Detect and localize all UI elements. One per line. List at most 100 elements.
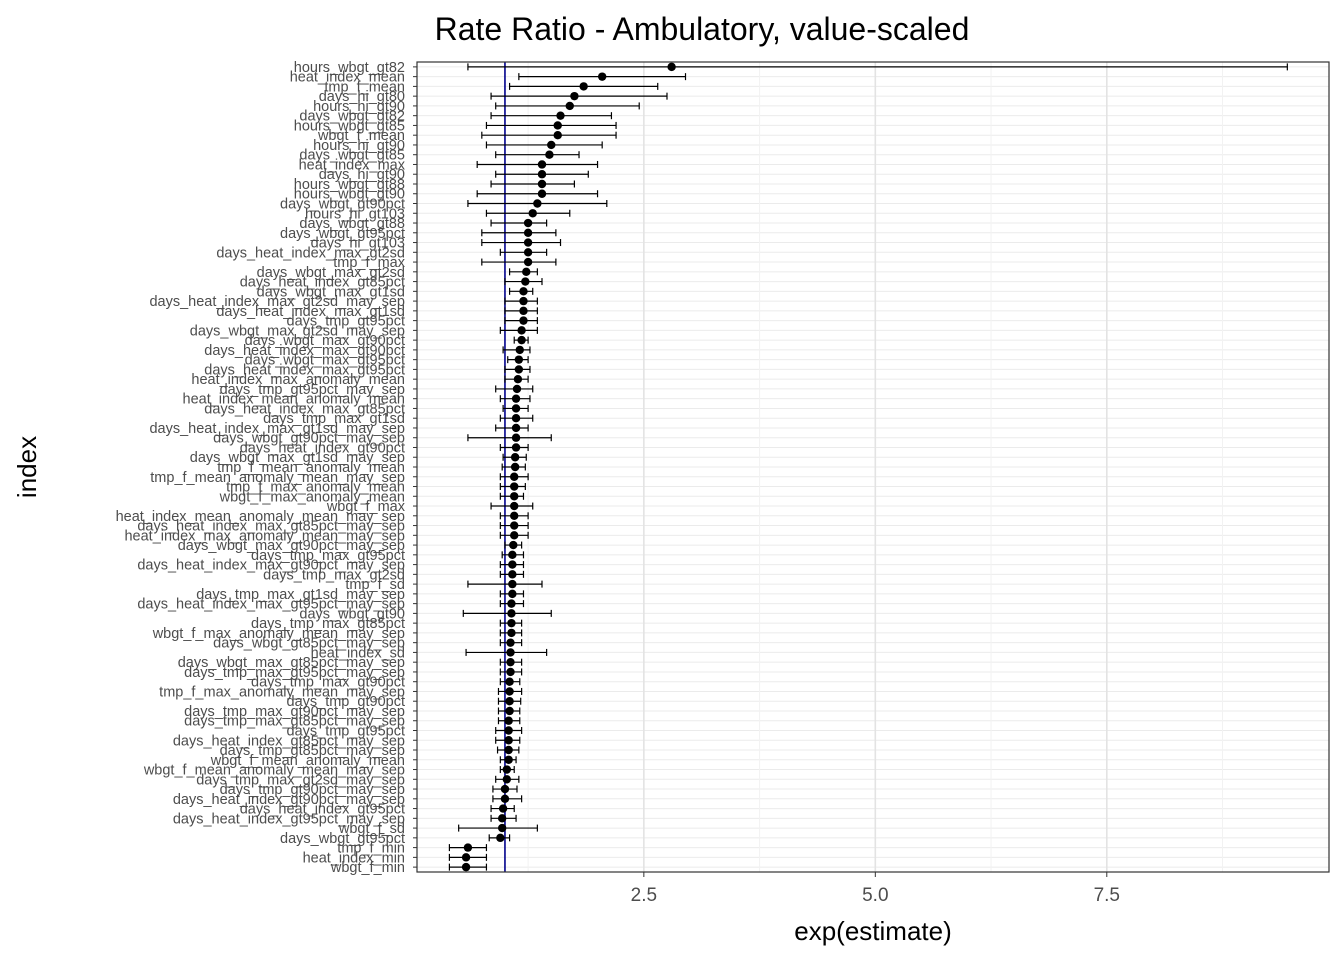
estimate-point	[523, 248, 533, 257]
estimate-point	[497, 823, 507, 833]
estimate-point	[507, 618, 516, 628]
estimate-point	[506, 657, 515, 667]
x-axis-title: exp(estimate)	[794, 916, 952, 946]
y-axis-ticks: hours_wbgt_gt82heat_index_meantmp_f_mean…	[116, 60, 417, 876]
estimate-point	[505, 697, 514, 706]
estimate-point	[547, 140, 556, 150]
y-tick-label: hours_wbgt_gt90	[294, 187, 405, 203]
estimate-points	[461, 62, 676, 872]
estimate-point	[511, 433, 521, 442]
y-tick-label: days_wbgt_max_gt2sd	[257, 265, 405, 281]
y-tick-label: days_wbgt_gt88	[299, 216, 405, 232]
estimate-point	[502, 765, 512, 774]
error-bar	[490, 219, 548, 227]
estimate-point	[510, 482, 519, 491]
y-tick-label: days_tmp_max_gt90pct	[251, 675, 405, 691]
y-tick-label: heat_index_mean	[290, 70, 405, 86]
y-tick-label: wbgt_f_max_anomaly_mean_may_sep	[152, 626, 405, 642]
y-tick-label: tmp_f_max_anomaly_mean	[226, 480, 405, 496]
y-tick-label: hours_hi_gt103	[305, 206, 405, 222]
error-bar	[495, 151, 580, 159]
y-tick-label: days_wbgt_gt95pct	[280, 226, 405, 242]
y-tick-label: tmp_f_mean	[324, 79, 405, 95]
error-bar	[481, 229, 557, 237]
estimate-point	[556, 111, 565, 120]
y-tick-label: days_wbgt_max_gt90pct	[245, 333, 405, 349]
error-bar	[485, 141, 603, 149]
estimate-point	[553, 121, 562, 130]
y-tick-label: days_tmp_max_gt85pct	[251, 616, 405, 632]
y-tick-label: days_tmp_max_gt1sd_may_sep	[196, 587, 405, 603]
error-bar	[476, 190, 599, 198]
y-tick-label: days_tmp_gt85pct_may_sep	[220, 743, 405, 759]
estimate-point	[519, 287, 528, 296]
estimate-point	[509, 540, 518, 550]
y-tick-label: days_heat_index_max_gt85pct_may_sep	[137, 519, 405, 535]
estimate-point	[511, 423, 521, 433]
estimate-point	[511, 414, 521, 423]
y-tick-label: heat_index_mean_anomaly_mean	[183, 392, 406, 408]
y-tick-label: days_wbgt_gt85pct_may_sep	[213, 636, 405, 652]
estimate-point	[498, 804, 508, 813]
estimate-point	[506, 648, 515, 657]
y-tick-label: days_wbgt_gt90pct	[280, 197, 405, 213]
y-tick-label: heat_index_max_anomaly_mean	[191, 372, 405, 388]
y-tick-label: wbgt_f_min	[330, 860, 405, 876]
estimate-point	[533, 199, 542, 208]
y-tick-label: days_tmp_gt90pct_may_sep	[220, 782, 405, 798]
estimate-point	[497, 814, 507, 823]
y-tick-label: days_heat_index_gt95pct	[240, 802, 405, 818]
y-tick-label: days_tmp_max_gt2sd	[263, 567, 405, 583]
estimate-point	[519, 306, 528, 316]
y-tick-label: days_tmp_max_gt90pct_may_sep	[184, 704, 405, 720]
y-tick-label: days_heat_index_max_gt2sd	[216, 245, 405, 261]
error-bar	[499, 248, 548, 256]
estimate-point	[511, 443, 521, 452]
estimate-point	[597, 72, 607, 81]
y-tick-label: days_heat_index_max_gt90pct	[204, 343, 405, 359]
y-tick-label: days_heat_index_max_gt85pct	[204, 401, 405, 417]
estimate-point	[537, 189, 547, 198]
y-tick-label: days_hi_gt80	[319, 89, 405, 105]
y-tick-label: days_tmp_gt90pct	[287, 694, 406, 710]
y-tick-label: heat_index_min	[303, 850, 405, 866]
y-axis-title: index	[12, 436, 42, 498]
estimate-point	[508, 550, 517, 560]
estimate-point	[507, 609, 516, 618]
estimate-point	[521, 277, 530, 286]
y-tick-label: tmp_f_max_anomaly_mean_may_sep	[159, 684, 405, 700]
estimate-point	[505, 706, 514, 716]
y-tick-label: hours_wbgt_gt88	[294, 177, 405, 193]
x-tick-label: 5.0	[862, 885, 888, 906]
error-bar	[490, 92, 668, 100]
y-tick-label: heat_index_max_anomaly_mean_may_sep	[124, 528, 405, 544]
y-tick-label: heat_index_sd	[311, 645, 405, 661]
y-tick-label: wbgt_f_mean_anomaly_mean	[210, 753, 405, 769]
y-tick-label: hours_wbgt_gt82	[294, 60, 405, 76]
estimate-point	[667, 62, 676, 72]
error-bar	[490, 180, 576, 188]
y-tick-label: hours_hi_gt90	[313, 99, 405, 115]
estimate-point	[523, 257, 533, 267]
x-tick-label: 7.5	[1094, 885, 1120, 906]
estimate-point	[512, 384, 522, 394]
y-tick-label: days_tmp_max_gt2sd_may_sep	[196, 772, 405, 788]
y-tick-label: days_wbgt_max_gt95pct	[245, 353, 405, 369]
estimate-point	[508, 560, 517, 569]
estimate-point	[517, 326, 526, 335]
estimate-point	[514, 355, 524, 364]
estimate-point	[510, 462, 520, 472]
y-tick-label: days_heat_index_gt95pct_may_sep	[173, 811, 405, 827]
error-bar	[481, 131, 617, 139]
estimate-point	[537, 160, 547, 169]
y-tick-label: days_heat_index_max_gt90pct_may_sep	[137, 558, 405, 574]
y-tick-label: days_tmp_max_gt95pct_may_sep	[184, 665, 405, 681]
y-tick-label: days_heat_index_gt85pct_may_sep	[173, 733, 405, 749]
y-tick-label: days_hi_gt103	[311, 236, 405, 252]
error-bar	[476, 160, 599, 168]
y-tick-label: days_wbgt_gt85	[299, 148, 405, 164]
estimate-point	[510, 531, 519, 540]
y-tick-label: wbgt_f_mean_anomaly_mean_may_sep	[143, 763, 405, 779]
y-tick-label: days_heat_index_gt90pct_may_sep	[173, 792, 405, 808]
